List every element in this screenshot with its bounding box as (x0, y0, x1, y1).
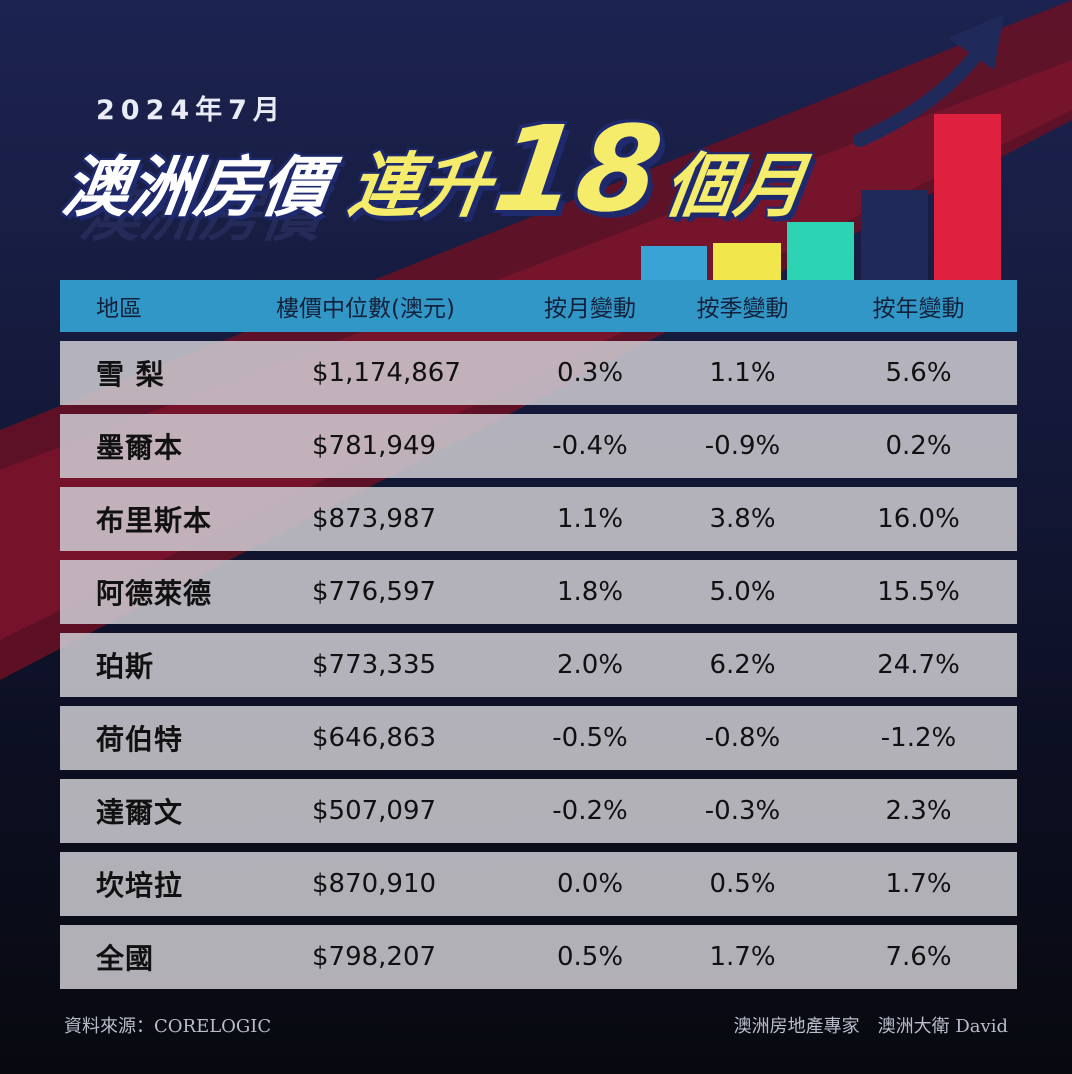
cell-yoy: 2.3% (885, 796, 952, 826)
cell-median: $776,597 (312, 577, 437, 607)
cell-region: 墨爾本 (96, 431, 184, 464)
cell-yoy: 24.7% (877, 650, 960, 680)
cell-region: 全國 (96, 942, 155, 975)
table-row: 墨爾本 $781,949 -0.4% -0.9% 0.2% (60, 414, 1017, 478)
cell-region: 布里斯本 (96, 504, 213, 537)
header-yoy: 按年變動 (872, 296, 965, 322)
cell-median: $781,949 (312, 431, 437, 461)
cell-yoy: 0.2% (885, 431, 952, 461)
cell-mom: 1.8% (556, 577, 624, 607)
cell-qoq: 1.1% (709, 358, 776, 388)
cell-mom: 0.0% (556, 869, 624, 899)
table-row: 雪 梨 $1,174,867 0.3% 1.1% 5.6% (60, 341, 1017, 405)
cell-mom: -0.2% (552, 796, 628, 826)
cell-region: 雪 梨 (96, 358, 165, 391)
cell-median: $873,987 (312, 504, 437, 534)
cell-mom: 2.0% (556, 650, 624, 680)
cell-yoy: 16.0% (877, 504, 960, 534)
source-note: 資料來源：CORELOGIC (64, 1016, 272, 1037)
chart-bar-red (934, 114, 1001, 282)
headline-part1: 澳洲房價 (57, 149, 333, 226)
table-row: 珀斯 $773,335 2.0% 6.2% 24.7% (60, 633, 1017, 697)
table-row: 布里斯本 $873,987 1.1% 3.8% 16.0% (60, 487, 1017, 551)
cell-qoq: 5.0% (709, 577, 776, 607)
cell-yoy: -1.2% (880, 723, 957, 753)
chart-bar-yellow (713, 243, 781, 282)
table-row: 達爾文 $507,097 -0.2% -0.3% 2.3% (60, 779, 1017, 843)
cell-qoq: -0.9% (704, 431, 781, 461)
chart-bar-navy (861, 190, 928, 282)
table-row: 全國 $798,207 0.5% 1.7% 7.6% (60, 925, 1017, 989)
cell-qoq: -0.8% (704, 723, 781, 753)
header-mom: 按月變動 (544, 296, 636, 322)
cell-median: $773,335 (312, 650, 437, 680)
cell-median: $507,097 (312, 796, 437, 826)
chart-bar-teal (787, 222, 854, 282)
table-row: 荷伯特 $646,863 -0.5% -0.8% -1.2% (60, 706, 1017, 770)
cell-median: $646,863 (312, 723, 437, 753)
headline: 澳洲房價 連升 18 個月 (58, 100, 811, 238)
cell-mom: -0.5% (552, 723, 628, 753)
cell-yoy: 1.7% (885, 869, 952, 899)
cell-yoy: 15.5% (877, 577, 960, 607)
cell-mom: 0.5% (556, 942, 624, 972)
cell-yoy: 5.6% (885, 358, 952, 388)
cell-region: 坎培拉 (96, 869, 184, 902)
header-qoq: 按季變動 (696, 296, 789, 322)
chart-bar-blue (641, 246, 707, 282)
cell-qoq: 6.2% (709, 650, 776, 680)
cell-qoq: -0.3% (704, 796, 781, 826)
price-table: 地區 樓價中位數(澳元) 按月變動 按季變動 按年變動 雪 梨 $1,174,8… (60, 280, 1017, 989)
cell-region: 達爾文 (96, 796, 184, 829)
cell-mom: -0.4% (552, 431, 628, 461)
table-header: 地區 樓價中位數(澳元) 按月變動 按季變動 按年變動 (60, 280, 1017, 332)
cell-median: $1,174,867 (312, 358, 461, 388)
headline-number: 18 (486, 100, 671, 238)
cell-yoy: 7.6% (885, 942, 952, 972)
date-label: 2024年7月 (96, 95, 286, 126)
cell-qoq: 0.5% (709, 869, 776, 899)
header-region: 地區 (96, 296, 142, 322)
headline-part3: 個月 (658, 145, 811, 227)
cell-mom: 1.1% (556, 504, 624, 534)
table-row: 阿德萊德 $776,597 1.8% 5.0% 15.5% (60, 560, 1017, 624)
cell-qoq: 3.8% (709, 504, 776, 534)
header-median: 樓價中位數(澳元) (276, 296, 455, 322)
cell-qoq: 1.7% (709, 942, 776, 972)
table-row: 坎培拉 $870,910 0.0% 0.5% 1.7% (60, 852, 1017, 916)
cell-region: 荷伯特 (96, 723, 184, 756)
cell-mom: 0.3% (556, 358, 624, 388)
cell-median: $870,910 (312, 869, 437, 899)
cell-region: 珀斯 (96, 650, 155, 683)
author-credit: 澳洲房地產專家 澳洲大衛 David (733, 1016, 1008, 1037)
cell-region: 阿德萊德 (96, 577, 213, 610)
cell-median: $798,207 (312, 942, 437, 972)
headline-part2: 連升 (344, 145, 497, 227)
